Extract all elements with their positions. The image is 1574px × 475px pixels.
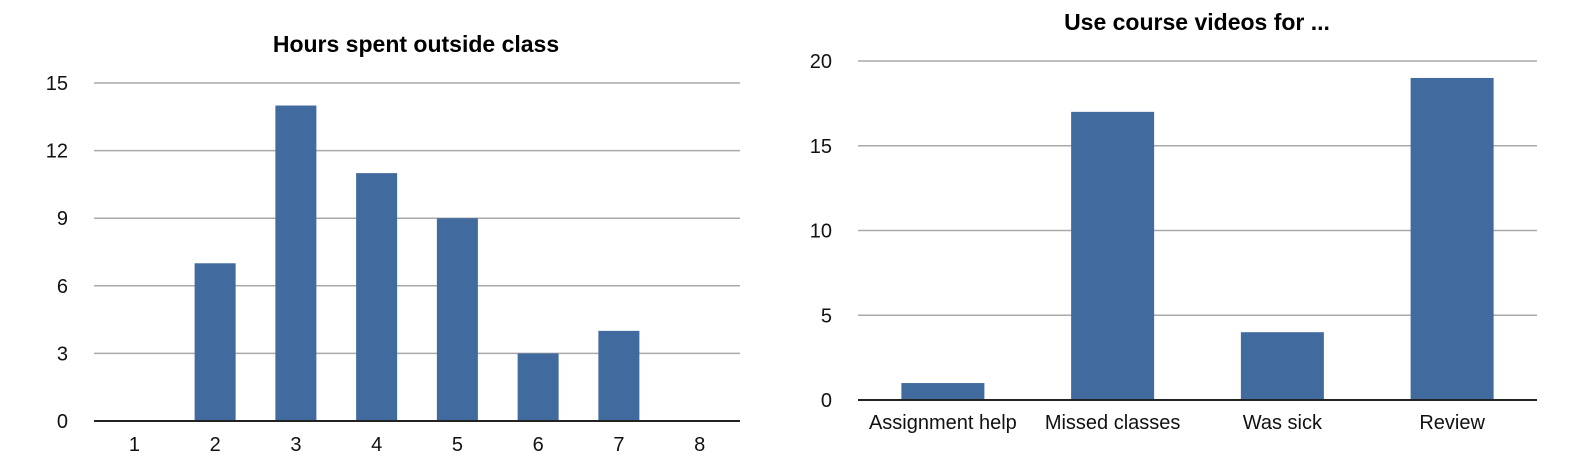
x-tick-label: 5	[452, 434, 463, 456]
y-axis-tick-labels: 0 3 6 9 12 15	[46, 73, 68, 433]
bar-3	[275, 105, 317, 422]
x-tick-label: Missed classes	[1045, 412, 1181, 434]
bars	[901, 77, 1494, 400]
gridlines	[94, 82, 740, 355]
y-tick-label: 20	[810, 51, 832, 73]
chart-title: Use course videos for ...	[1064, 9, 1330, 35]
bar-was-sick	[1240, 332, 1324, 400]
x-tick-label: 6	[533, 434, 544, 456]
x-tick-label: Assignment help	[869, 412, 1017, 434]
x-axis-tick-labels: 1 2 3 4 5 6 7 8	[129, 434, 705, 456]
course-videos-usage-chart: Use course videos for ... 0 5 10 15 20 Assig…	[810, 9, 1537, 434]
y-tick-label: 0	[821, 390, 832, 412]
chart-title: Hours spent outside class	[273, 31, 559, 57]
bar-5	[436, 218, 478, 421]
bar-6	[517, 353, 559, 421]
y-tick-label: 12	[46, 141, 68, 163]
bar-2	[194, 263, 236, 421]
x-tick-label: 3	[290, 434, 301, 456]
bar-7	[598, 330, 640, 421]
bar-review	[1410, 77, 1494, 400]
bar-missed-classes	[1071, 111, 1155, 400]
y-tick-label: 0	[57, 411, 68, 433]
x-tick-label: 1	[129, 434, 140, 456]
x-tick-label: 2	[210, 434, 221, 456]
x-tick-label: 4	[371, 434, 382, 456]
bars	[194, 105, 640, 422]
y-tick-label: 3	[57, 343, 68, 365]
x-axis-tick-labels: Assignment help Missed classes Was sick Rev…	[869, 412, 1486, 434]
y-tick-label: 10	[810, 221, 832, 243]
bar-4	[356, 173, 398, 421]
y-tick-label: 6	[57, 276, 68, 298]
x-tick-label: 8	[694, 434, 705, 456]
x-tick-label: Review	[1419, 412, 1485, 434]
x-tick-label: Was sick	[1243, 412, 1323, 434]
y-tick-label: 5	[821, 305, 832, 327]
y-axis-tick-labels: 0 5 10 15 20	[810, 51, 832, 412]
y-tick-label: 15	[46, 73, 68, 95]
bar-assignment-help	[901, 383, 985, 400]
y-tick-label: 15	[810, 136, 832, 158]
x-tick-label: 7	[613, 434, 624, 456]
y-tick-label: 9	[57, 208, 68, 230]
